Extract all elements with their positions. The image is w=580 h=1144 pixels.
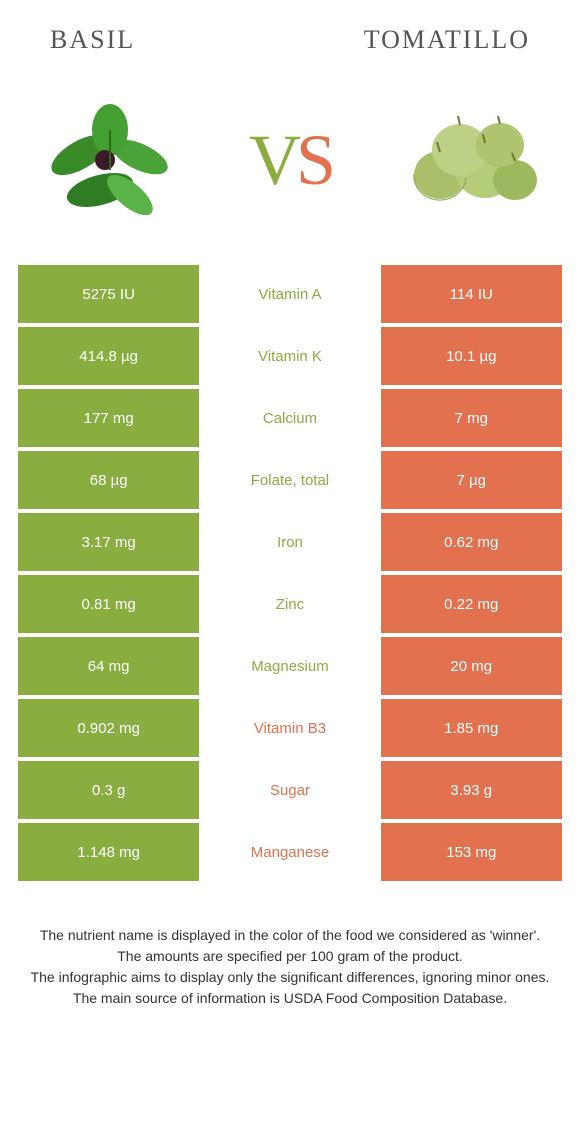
- value-right: 153 mg: [381, 823, 562, 881]
- value-right: 0.22 mg: [381, 575, 562, 633]
- nutrient-name: Vitamin A: [199, 265, 380, 323]
- value-left: 177 mg: [18, 389, 199, 447]
- value-right: 3.93 g: [381, 761, 562, 819]
- footer-line: The infographic aims to display only the…: [30, 967, 550, 988]
- table-row: 3.17 mgIron0.62 mg: [18, 513, 562, 571]
- value-left: 0.81 mg: [18, 575, 199, 633]
- value-right: 114 IU: [381, 265, 562, 323]
- footer-line: The main source of information is USDA F…: [30, 988, 550, 1009]
- title-left: Basil: [50, 25, 135, 55]
- table-row: 177 mgCalcium7 mg: [18, 389, 562, 447]
- value-left: 1.148 mg: [18, 823, 199, 881]
- table-row: 414.8 µgVitamin K10.1 µg: [18, 327, 562, 385]
- footer-line: The nutrient name is displayed in the co…: [30, 925, 550, 946]
- nutrient-name: Iron: [199, 513, 380, 571]
- title-right: Tomatillo: [364, 25, 530, 55]
- value-left: 414.8 µg: [18, 327, 199, 385]
- nutrient-name: Manganese: [199, 823, 380, 881]
- nutrient-name: Vitamin K: [199, 327, 380, 385]
- nutrient-name: Calcium: [199, 389, 380, 447]
- table-row: 5275 IUVitamin A114 IU: [18, 265, 562, 323]
- value-right: 10.1 µg: [381, 327, 562, 385]
- value-left: 0.3 g: [18, 761, 199, 819]
- table-row: 1.148 mgManganese153 mg: [18, 823, 562, 881]
- footer-notes: The nutrient name is displayed in the co…: [0, 885, 580, 1009]
- tomatillo-image: [390, 80, 550, 240]
- nutrient-name: Sugar: [199, 761, 380, 819]
- footer-line: The amounts are specified per 100 gram o…: [30, 946, 550, 967]
- nutrient-name: Folate, total: [199, 451, 380, 509]
- table-row: 0.3 gSugar3.93 g: [18, 761, 562, 819]
- header: Basil Tomatillo: [0, 0, 580, 65]
- value-right: 0.62 mg: [381, 513, 562, 571]
- value-right: 7 µg: [381, 451, 562, 509]
- table-row: 0.81 mgZinc0.22 mg: [18, 575, 562, 633]
- basil-image: [30, 80, 190, 240]
- image-row: VS: [0, 65, 580, 265]
- table-row: 64 mgMagnesium20 mg: [18, 637, 562, 695]
- value-right: 20 mg: [381, 637, 562, 695]
- nutrient-name: Magnesium: [199, 637, 380, 695]
- value-right: 1.85 mg: [381, 699, 562, 757]
- nutrient-name: Vitamin B3: [199, 699, 380, 757]
- value-left: 5275 IU: [18, 265, 199, 323]
- nutrient-name: Zinc: [199, 575, 380, 633]
- vs-s: S: [296, 120, 331, 200]
- value-left: 68 µg: [18, 451, 199, 509]
- table-row: 0.902 mgVitamin B31.85 mg: [18, 699, 562, 757]
- vs-v: V: [249, 120, 296, 200]
- value-left: 0.902 mg: [18, 699, 199, 757]
- table-row: 68 µgFolate, total7 µg: [18, 451, 562, 509]
- comparison-table: 5275 IUVitamin A114 IU414.8 µgVitamin K1…: [0, 265, 580, 881]
- value-right: 7 mg: [381, 389, 562, 447]
- vs-label: VS: [249, 119, 331, 202]
- value-left: 64 mg: [18, 637, 199, 695]
- value-left: 3.17 mg: [18, 513, 199, 571]
